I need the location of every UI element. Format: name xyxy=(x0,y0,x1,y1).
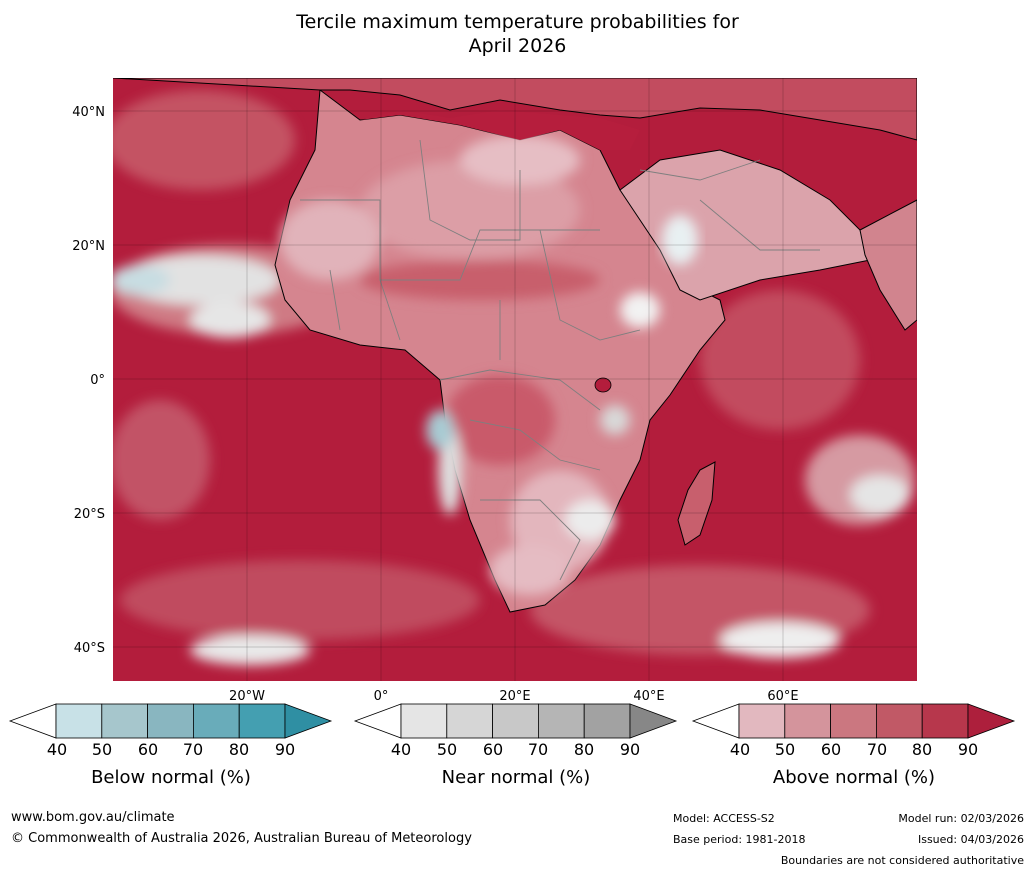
colorbar-swatch xyxy=(238,703,286,739)
colorbar-swatch xyxy=(446,703,494,739)
colorbar-swatch xyxy=(875,703,923,739)
graticule xyxy=(113,78,917,681)
colorbar-near-swatches xyxy=(353,703,678,739)
colorbar-above-tick: 40 xyxy=(729,740,751,759)
title-line-2: April 2026 xyxy=(468,35,567,57)
colorbar-near-tick: 60 xyxy=(482,740,504,759)
boundaries-note: Boundaries are not considered authoritat… xyxy=(780,854,1024,867)
europe-landmass xyxy=(113,78,917,141)
lon-label-20e: 20°E xyxy=(499,689,530,704)
model-run-date: Model run: 02/03/2026 xyxy=(898,812,1024,825)
map-canvas xyxy=(113,78,917,681)
colorbar-near-label: Near normal (%) xyxy=(441,767,591,788)
colorbar-swatch xyxy=(147,703,194,739)
lon-label-20w: 20°W xyxy=(229,689,265,704)
colorbar-above-tick: 50 xyxy=(774,740,796,759)
colorbar-below-tick: 50 xyxy=(91,740,113,759)
lat-label-40s: 40°S xyxy=(74,641,105,656)
colorbar-below-normal xyxy=(8,703,333,742)
colorbar-swatch xyxy=(784,703,832,739)
colorbar-near-tick: 70 xyxy=(527,740,549,759)
model-name: Model: ACCESS-S2 xyxy=(673,812,775,825)
colorbar-over-arrow xyxy=(284,703,333,739)
copyright-notice: © Commonwealth of Australia 2026, Austra… xyxy=(11,831,472,846)
issued-date: Issued: 04/03/2026 xyxy=(917,833,1024,846)
colorbar-below-tick: 60 xyxy=(137,740,159,759)
title-line-1: Tercile maximum temperature probabilitie… xyxy=(296,11,739,33)
base-period: Base period: 1981-2018 xyxy=(673,833,806,846)
colorbar-swatch xyxy=(400,703,448,739)
colorbar-above-normal xyxy=(691,703,1016,742)
lat-label-0: 0° xyxy=(90,373,105,388)
colorbar-below-tick: 90 xyxy=(274,740,296,759)
colorbar-near-normal xyxy=(353,703,678,742)
colorbar-above-tick: 70 xyxy=(866,740,888,759)
colorbar-below-tick: 80 xyxy=(228,740,250,759)
india-landmass xyxy=(859,199,917,331)
colorbar-near-tick: 80 xyxy=(573,740,595,759)
country-boundaries xyxy=(300,139,820,581)
colorbar-over-arrow xyxy=(629,703,678,739)
colorbar-below-label: Below normal (%) xyxy=(91,767,251,788)
colorbar-swatch xyxy=(101,703,149,739)
colorbar-swatch xyxy=(921,703,969,739)
lat-label-40n: 40°N xyxy=(72,105,105,120)
lat-label-20n: 20°N xyxy=(72,239,105,254)
colorbar-above-tick: 60 xyxy=(820,740,842,759)
colorbar-swatch xyxy=(830,703,877,739)
colorbar-near-tick: 90 xyxy=(619,740,641,759)
colorbar-swatch xyxy=(55,703,103,739)
colorbar-below-tick: 70 xyxy=(182,740,204,759)
ocean-patches xyxy=(113,90,915,665)
colorbar-above-tick: 90 xyxy=(957,740,979,759)
madagascar xyxy=(677,461,716,546)
chart-title: Tercile maximum temperature probabilitie… xyxy=(0,10,1035,58)
colorbar-under-arrow xyxy=(691,703,740,739)
colorbar-below-tick: 40 xyxy=(46,740,68,759)
colorbar-above-swatches xyxy=(691,703,1016,739)
colorbar-swatch xyxy=(738,703,786,739)
lon-label-40e: 40°E xyxy=(633,689,664,704)
lon-label-0: 0° xyxy=(374,689,389,704)
colorbar-swatch xyxy=(492,703,539,739)
colorbar-swatch xyxy=(192,703,240,739)
website-link[interactable]: www.bom.gov.au/climate xyxy=(11,810,175,825)
colorbar-near-tick: 40 xyxy=(390,740,412,759)
colorbar-swatch xyxy=(537,703,585,739)
lat-label-20s: 20°S xyxy=(74,507,105,522)
lon-label-60e: 60°E xyxy=(767,689,798,704)
colorbar-over-arrow xyxy=(967,703,1016,739)
mediterranean-sea xyxy=(360,110,640,150)
colorbar-under-arrow xyxy=(8,703,57,739)
colorbar-under-arrow xyxy=(353,703,402,739)
colorbar-below-swatches xyxy=(8,703,333,739)
colorbar-above-label: Above normal (%) xyxy=(772,767,936,788)
colorbar-near-tick: 50 xyxy=(436,740,458,759)
colorbar-swatch xyxy=(583,703,631,739)
colorbar-above-tick: 80 xyxy=(911,740,933,759)
